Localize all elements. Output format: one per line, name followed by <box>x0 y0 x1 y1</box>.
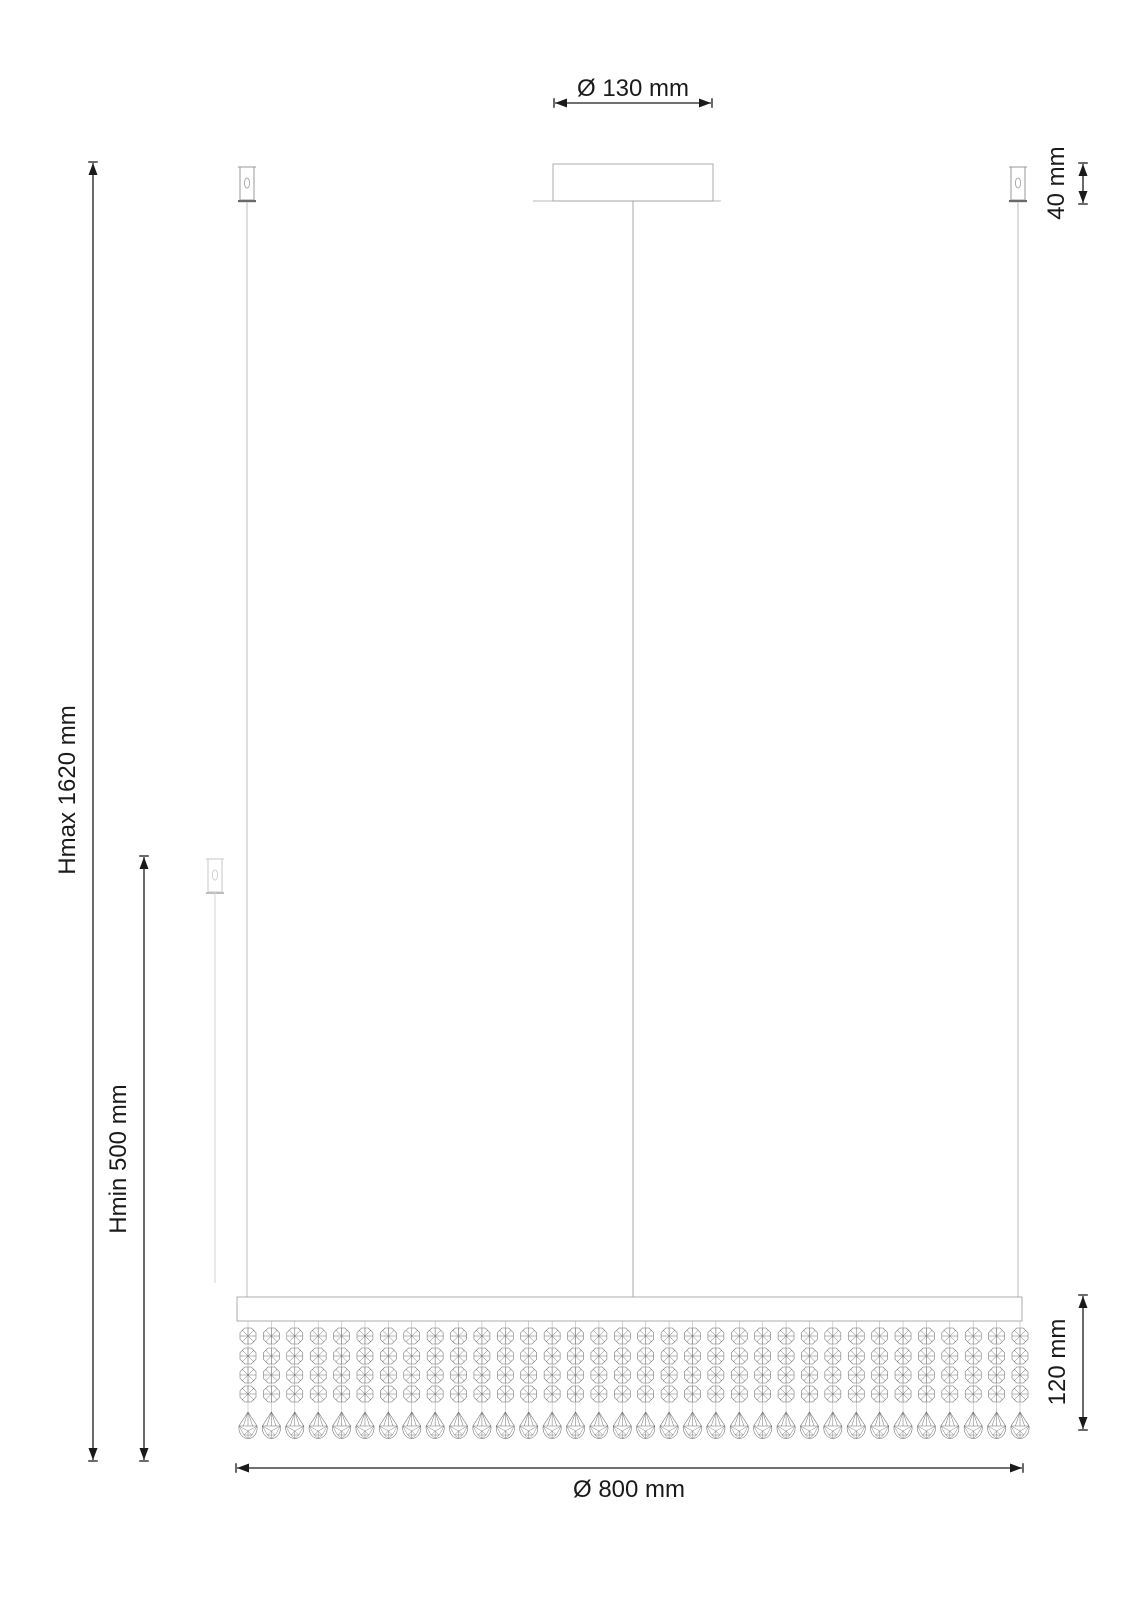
svg-text:40 mm: 40 mm <box>1043 146 1070 219</box>
svg-text:Ø 800 mm: Ø 800 mm <box>573 1476 685 1503</box>
svg-text:Hmax 1620 mm: Hmax 1620 mm <box>54 705 81 874</box>
svg-text:Hmin 500 mm: Hmin 500 mm <box>105 1084 132 1233</box>
svg-text:Ø 130 mm: Ø 130 mm <box>577 75 689 102</box>
svg-text:120 mm: 120 mm <box>1044 1319 1071 1406</box>
